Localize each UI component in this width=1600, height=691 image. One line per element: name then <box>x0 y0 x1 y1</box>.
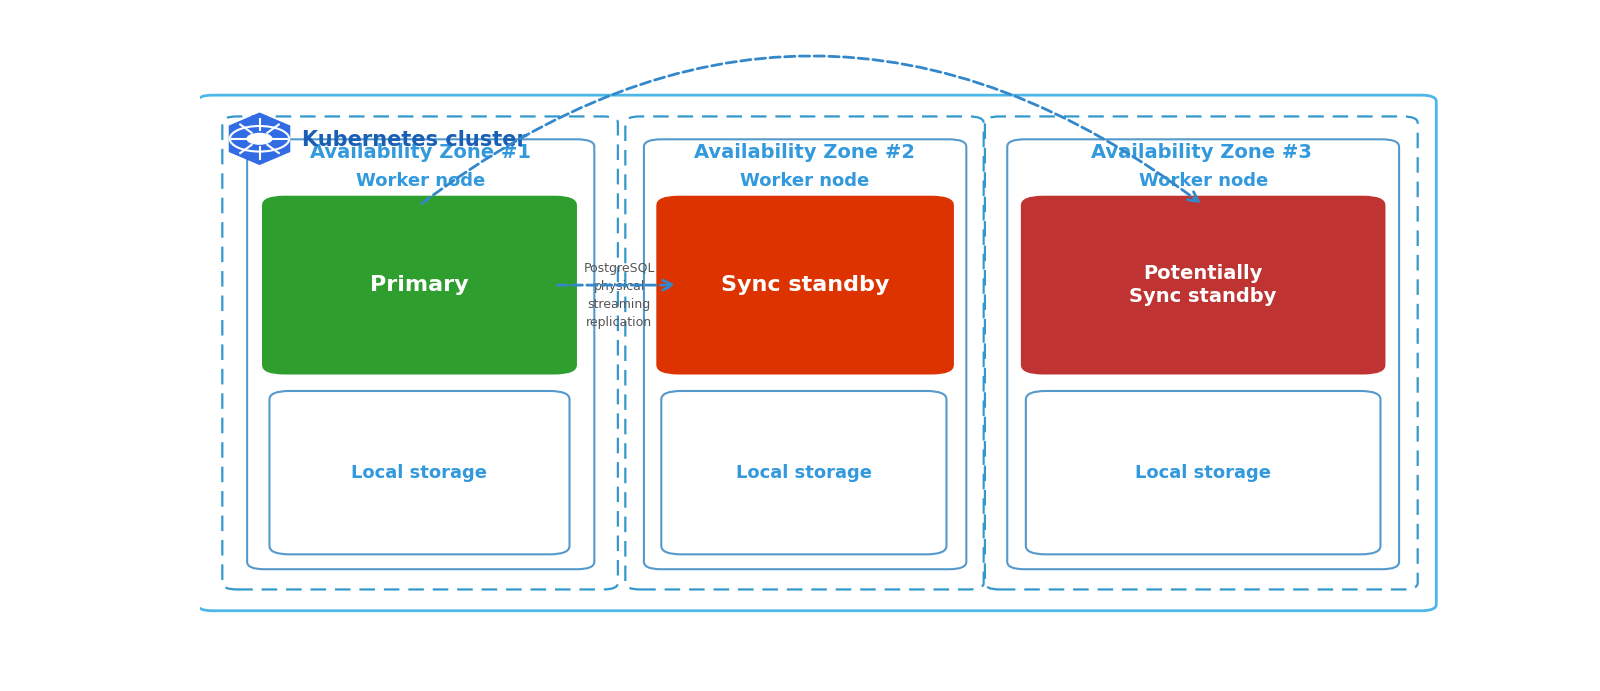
FancyBboxPatch shape <box>661 391 947 554</box>
FancyBboxPatch shape <box>262 196 578 375</box>
FancyBboxPatch shape <box>656 196 954 375</box>
Text: Primary: Primary <box>370 275 469 295</box>
Text: Kubernetes cluster: Kubernetes cluster <box>302 130 526 150</box>
Text: Availability Zone #1: Availability Zone #1 <box>310 142 531 162</box>
FancyBboxPatch shape <box>222 117 618 589</box>
FancyBboxPatch shape <box>1026 391 1381 554</box>
FancyBboxPatch shape <box>626 117 984 589</box>
FancyBboxPatch shape <box>1021 196 1386 375</box>
Text: Worker node: Worker node <box>741 172 870 190</box>
Text: Worker node: Worker node <box>357 172 485 190</box>
FancyBboxPatch shape <box>986 117 1418 589</box>
Text: Potentially
Sync standby: Potentially Sync standby <box>1130 264 1277 306</box>
Text: Availability Zone #2: Availability Zone #2 <box>694 142 915 162</box>
FancyBboxPatch shape <box>197 95 1437 611</box>
Text: Local storage: Local storage <box>1134 464 1270 482</box>
Polygon shape <box>229 113 290 164</box>
Text: Availability Zone #3: Availability Zone #3 <box>1091 142 1312 162</box>
Text: Local storage: Local storage <box>352 464 488 482</box>
FancyBboxPatch shape <box>269 391 570 554</box>
Text: Local storage: Local storage <box>736 464 872 482</box>
Circle shape <box>246 133 272 144</box>
Text: PostgreSQL
physical
streaming
replication: PostgreSQL physical streaming replicatio… <box>584 263 654 329</box>
FancyBboxPatch shape <box>643 140 966 569</box>
Text: Sync standby: Sync standby <box>722 275 890 295</box>
Text: Worker node: Worker node <box>1139 172 1267 190</box>
FancyBboxPatch shape <box>1008 140 1398 569</box>
FancyBboxPatch shape <box>246 140 594 569</box>
